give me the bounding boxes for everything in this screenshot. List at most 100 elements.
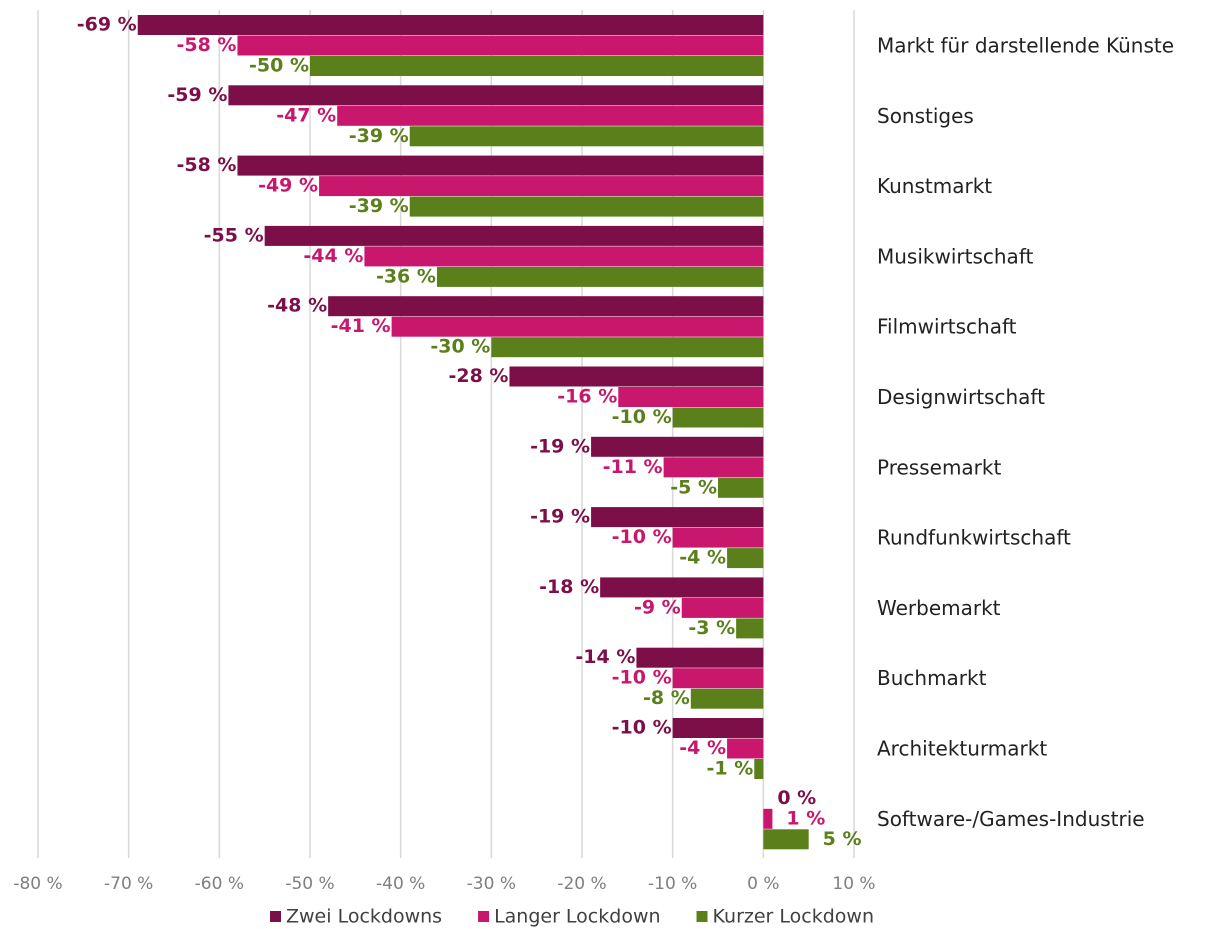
bar xyxy=(391,316,764,337)
data-label: -47 % xyxy=(276,104,336,126)
category-label: Musikwirtschaft xyxy=(877,244,1034,268)
bar xyxy=(754,759,764,779)
data-label: -11 % xyxy=(603,456,663,478)
data-label: -5 % xyxy=(670,476,717,498)
data-label: -14 % xyxy=(575,646,635,668)
category-label: Markt für darstellende Künste xyxy=(877,34,1174,58)
data-label: -50 % xyxy=(249,55,309,77)
data-label: -4 % xyxy=(679,737,726,759)
bar xyxy=(690,688,764,709)
x-tick-label: -60 % xyxy=(195,874,244,894)
category-label: Buchmarkt xyxy=(877,666,987,690)
category-label: Rundfunkwirtschaft xyxy=(877,526,1071,550)
data-label: -8 % xyxy=(643,687,690,709)
bar xyxy=(237,155,764,176)
data-label: -10 % xyxy=(612,526,672,548)
category-label: Werbemarkt xyxy=(877,596,1001,620)
bar xyxy=(672,718,764,738)
bar xyxy=(264,225,764,246)
data-label: -59 % xyxy=(167,84,227,106)
bar xyxy=(600,577,764,598)
data-label: -10 % xyxy=(612,406,672,428)
category-label: Software-/Games-Industrie xyxy=(877,807,1145,831)
category-label: Architekturmarkt xyxy=(877,737,1047,761)
bar xyxy=(681,597,764,618)
legend-swatch xyxy=(478,911,490,922)
x-tick-label: 10 % xyxy=(832,874,875,894)
category-label: Sonstiges xyxy=(877,104,974,128)
data-label: -44 % xyxy=(303,245,363,267)
data-label: 0 % xyxy=(777,787,816,809)
data-label: -16 % xyxy=(557,386,617,408)
data-label: -39 % xyxy=(349,195,409,217)
data-label: -10 % xyxy=(612,667,672,689)
bar xyxy=(509,366,764,387)
bar xyxy=(409,196,764,217)
bar xyxy=(718,477,764,498)
bar xyxy=(436,266,764,287)
legend-swatch xyxy=(270,911,281,922)
bar xyxy=(591,436,764,457)
data-label: -36 % xyxy=(376,265,436,287)
data-label: -69 % xyxy=(77,14,137,36)
data-label: -10 % xyxy=(612,717,672,739)
x-tick-label: -40 % xyxy=(376,874,425,894)
bar xyxy=(591,507,764,528)
data-label: -41 % xyxy=(331,315,391,337)
data-label: -58 % xyxy=(176,34,236,56)
data-label: -1 % xyxy=(707,758,754,780)
data-label: -3 % xyxy=(688,617,735,639)
category-label: Designwirtschaft xyxy=(877,385,1045,409)
data-label: 5 % xyxy=(823,828,862,850)
bar xyxy=(319,176,764,197)
bar xyxy=(672,407,764,428)
bar xyxy=(763,829,809,850)
bar xyxy=(409,126,764,147)
data-label: -4 % xyxy=(679,547,726,569)
bar xyxy=(337,105,764,126)
data-label: -18 % xyxy=(539,576,599,598)
bar xyxy=(636,647,764,668)
bar xyxy=(237,35,764,56)
bar xyxy=(663,457,764,478)
bar xyxy=(672,668,764,689)
bar xyxy=(328,296,764,317)
data-label: 1 % xyxy=(786,807,825,829)
data-label: -39 % xyxy=(349,125,409,147)
bar xyxy=(310,56,764,76)
x-tick-label: 0 % xyxy=(747,874,779,894)
data-label: -49 % xyxy=(258,175,318,197)
legend-label: Langer Lockdown xyxy=(494,906,660,928)
bar xyxy=(618,387,764,407)
data-label: -58 % xyxy=(176,154,236,176)
bar xyxy=(727,548,764,569)
x-tick-label: -30 % xyxy=(467,874,516,894)
x-tick-label: -50 % xyxy=(285,874,334,894)
data-label: -30 % xyxy=(430,336,490,358)
bar xyxy=(364,246,764,267)
x-tick-label: -10 % xyxy=(648,874,697,894)
legend-label: Zwei Lockdowns xyxy=(286,906,442,928)
category-label: Filmwirtschaft xyxy=(877,315,1017,339)
legend-label: Kurzer Lockdown xyxy=(713,906,874,928)
x-tick-label: -70 % xyxy=(104,874,153,894)
data-label: -48 % xyxy=(267,295,327,317)
category-label: Kunstmarkt xyxy=(877,174,992,198)
bar xyxy=(137,15,764,35)
bar xyxy=(491,337,764,358)
legend-swatch xyxy=(696,911,708,922)
data-label: -55 % xyxy=(204,224,264,246)
category-label: Pressemarkt xyxy=(877,455,1001,479)
data-label: -19 % xyxy=(530,506,590,528)
x-tick-label: -80 % xyxy=(13,874,62,894)
bar xyxy=(672,527,764,548)
bar xyxy=(727,738,764,759)
bar xyxy=(736,618,764,639)
bar xyxy=(763,808,773,829)
data-label: -9 % xyxy=(634,596,681,618)
x-tick-label: -20 % xyxy=(557,874,606,894)
data-label: -28 % xyxy=(448,365,508,387)
data-label: -19 % xyxy=(530,435,590,457)
bar xyxy=(228,85,764,106)
